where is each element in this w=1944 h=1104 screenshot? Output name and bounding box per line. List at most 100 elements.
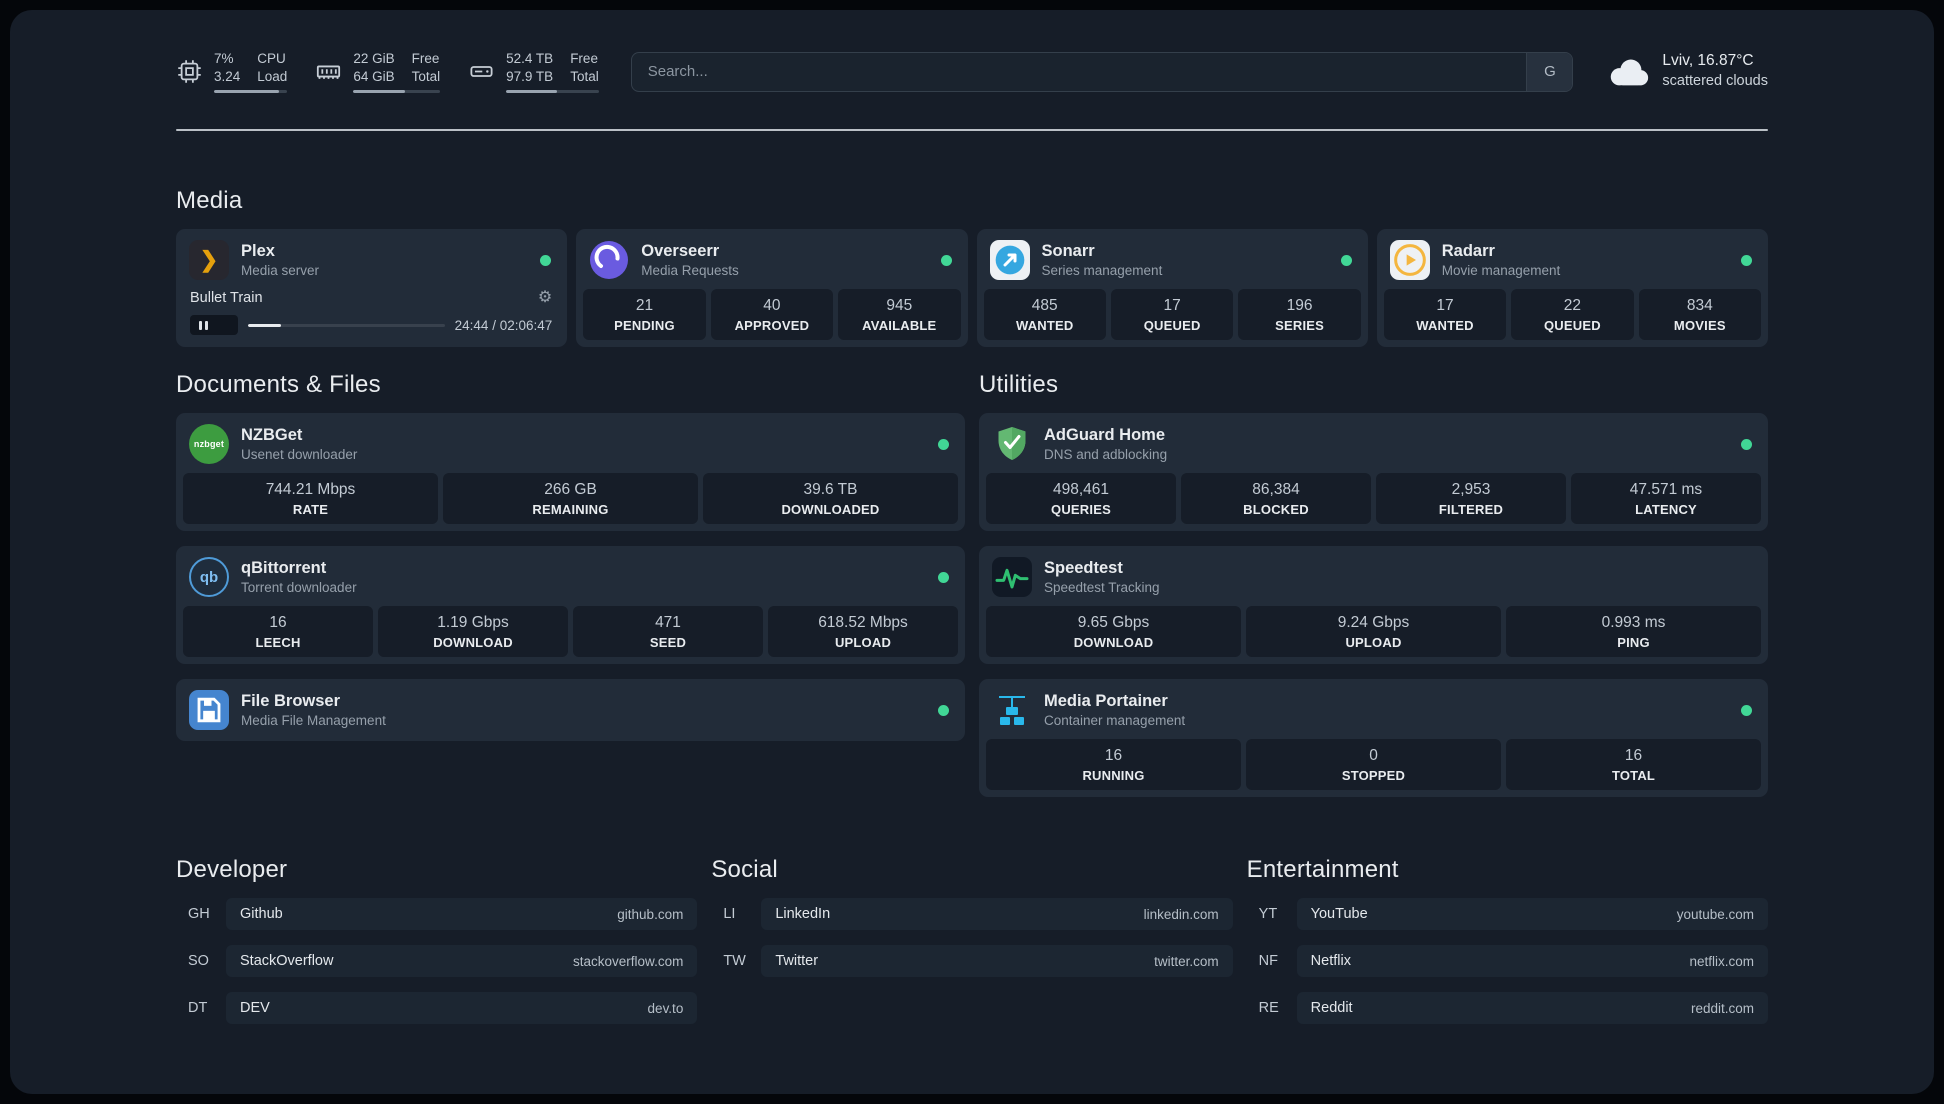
service-subtitle: Media server bbox=[241, 263, 320, 279]
service-card-sonarr: Sonarr Series management 485 WANTED 17 Q… bbox=[976, 229, 1368, 348]
qbittorrent-icon: qb bbox=[189, 557, 229, 598]
search-input[interactable] bbox=[631, 52, 1527, 91]
service-link-plex[interactable]: ❯ Plex Media server bbox=[176, 229, 567, 289]
service-link-portainer[interactable]: Media Portainer Container management bbox=[979, 679, 1768, 739]
service-subtitle: Series management bbox=[1041, 263, 1163, 279]
bookmark-abbr: RE bbox=[1258, 1000, 1279, 1017]
playback-time: 24:44 / 02:06:47 bbox=[454, 317, 553, 333]
stat-rate: 744.21 Mbps RATE bbox=[183, 473, 438, 525]
service-card-qbittorrent: qb qBittorrent Torrent downloader 16 LEE… bbox=[176, 546, 965, 665]
bookmark-abbr: GH bbox=[188, 906, 210, 923]
service-link-speedtest[interactable]: Speedtest Speedtest Tracking bbox=[979, 546, 1768, 606]
bookmark-abbr: DT bbox=[188, 1000, 208, 1017]
topbar-divider bbox=[176, 129, 1768, 132]
stat-upload: 618.52 Mbps UPLOAD bbox=[768, 606, 958, 658]
bookmark-name: LinkedIn bbox=[775, 906, 831, 923]
bookmark-url: netflix.com bbox=[1689, 953, 1754, 969]
speedtest-icon bbox=[992, 557, 1032, 598]
service-subtitle: Media Requests bbox=[641, 263, 739, 279]
plex-icon: ❯ bbox=[189, 240, 229, 281]
playback-progress-bar[interactable] bbox=[248, 323, 445, 327]
memory-free-label: Free bbox=[411, 51, 440, 66]
bookmark-twitter[interactable]: TW Twitter twitter.com bbox=[711, 945, 1233, 978]
status-dot bbox=[940, 254, 952, 266]
service-link-overseerr[interactable]: Overseerr Media Requests bbox=[576, 229, 967, 289]
service-link-sonarr[interactable]: Sonarr Series management bbox=[977, 229, 1368, 289]
stat-ping: 0.993 ms PING bbox=[1506, 606, 1761, 658]
service-name: Media Portainer bbox=[1044, 691, 1168, 710]
bookmark-name: YouTube bbox=[1310, 906, 1368, 923]
service-link-qbittorrent[interactable]: qb qBittorrent Torrent downloader bbox=[176, 546, 965, 606]
status-dot bbox=[938, 704, 949, 716]
search-provider-button[interactable]: G bbox=[1526, 52, 1573, 91]
memory-widget: 22 GiB 64 GiB Free Total bbox=[315, 50, 441, 94]
nzbget-icon: nzbget bbox=[189, 424, 229, 465]
stat-downloaded: 39.6 TB DOWNLOADED bbox=[703, 473, 958, 525]
service-link-filebrowser[interactable]: File Browser Media File Management bbox=[176, 679, 965, 741]
section-media: Media ❯ Plex Media server Bullet Train ⚙ bbox=[176, 187, 1768, 348]
bookmark-name: Twitter bbox=[775, 953, 819, 970]
disk-free-label: Free bbox=[570, 51, 598, 66]
weather-widget[interactable]: Lviv, 16.87°C scattered clouds bbox=[1605, 51, 1768, 91]
service-name: Speedtest bbox=[1044, 558, 1123, 577]
bookmark-reddit[interactable]: RE Reddit reddit.com bbox=[1247, 992, 1768, 1025]
section-documents: Documents & Files nzbget NZBGet Usenet d… bbox=[176, 371, 965, 812]
service-card-nzbget: nzbget NZBGet Usenet downloader 744.21 M… bbox=[176, 413, 965, 532]
portainer-icon bbox=[992, 690, 1032, 730]
disk-icon bbox=[468, 58, 495, 85]
stat-available: 945 AVAILABLE bbox=[838, 289, 961, 341]
stat-upload: 9.24 Gbps UPLOAD bbox=[1246, 606, 1501, 658]
disk-progress-bar bbox=[506, 90, 599, 94]
cpu-widget: 7% 3.24 CPU Load bbox=[176, 50, 288, 94]
bookmark-youtube[interactable]: YT YouTube youtube.com bbox=[1247, 898, 1768, 931]
section-title-entertainment: Entertainment bbox=[1246, 856, 1399, 884]
memory-icon bbox=[315, 58, 342, 85]
stat-download: 9.65 Gbps DOWNLOAD bbox=[986, 606, 1241, 658]
sonarr-icon bbox=[989, 240, 1030, 281]
service-name: qBittorrent bbox=[241, 558, 327, 577]
service-card-portainer: Media Portainer Container management 16 … bbox=[979, 679, 1768, 798]
service-link-radarr[interactable]: Radarr Movie management bbox=[1377, 229, 1768, 289]
memory-total-value: 64 GiB bbox=[353, 69, 395, 85]
cpu-label: CPU bbox=[257, 51, 286, 66]
disk-total-value: 97.9 TB bbox=[506, 69, 554, 85]
service-name: Overseerr bbox=[641, 241, 720, 260]
resource-widgets: 7% 3.24 CPU Load bbox=[176, 50, 599, 94]
stat-movies: 834 MOVIES bbox=[1638, 289, 1762, 341]
service-name: Radarr bbox=[1441, 241, 1495, 260]
bookmark-dev[interactable]: DT DEV dev.to bbox=[176, 992, 698, 1025]
cpu-progress-bar bbox=[214, 90, 288, 94]
service-card-filebrowser: File Browser Media File Management bbox=[176, 679, 965, 742]
service-card-plex: ❯ Plex Media server Bullet Train ⚙ bbox=[176, 229, 568, 348]
section-title-developer: Developer bbox=[176, 856, 288, 884]
bookmark-netflix[interactable]: NF Netflix netflix.com bbox=[1247, 945, 1768, 978]
bookmark-url: youtube.com bbox=[1676, 906, 1754, 922]
bookmark-github[interactable]: GH Github github.com bbox=[176, 898, 698, 931]
status-dot bbox=[1741, 704, 1752, 716]
pause-button[interactable] bbox=[190, 315, 238, 336]
stat-wanted: 485 WANTED bbox=[983, 289, 1106, 341]
memory-total-label: Total bbox=[411, 69, 441, 85]
cpu-load-label: Load bbox=[257, 69, 288, 85]
cpu-load-value: 3.24 bbox=[214, 69, 241, 85]
status-dot bbox=[1741, 254, 1752, 266]
service-subtitle: Usenet downloader bbox=[241, 447, 358, 463]
bookmark-linkedin[interactable]: LI LinkedIn linkedin.com bbox=[711, 898, 1233, 931]
stat-total: 16 TOTAL bbox=[1506, 739, 1761, 791]
service-card-overseerr: Overseerr Media Requests 21 PENDING 40 A… bbox=[576, 229, 968, 348]
bookmark-name: Github bbox=[240, 906, 283, 923]
service-subtitle: DNS and adblocking bbox=[1044, 447, 1168, 463]
service-link-nzbget[interactable]: nzbget NZBGet Usenet downloader bbox=[176, 413, 965, 473]
stat-seed: 471 SEED bbox=[573, 606, 763, 658]
bookmark-abbr: NF bbox=[1258, 953, 1278, 970]
stat-series: 196 SERIES bbox=[1238, 289, 1361, 341]
bookmark-url: github.com bbox=[617, 906, 684, 922]
disk-widget: 52.4 TB 97.9 TB Free Total bbox=[468, 50, 599, 94]
gear-icon[interactable]: ⚙ bbox=[537, 289, 553, 307]
status-dot bbox=[1340, 254, 1352, 266]
service-name: NZBGet bbox=[241, 425, 303, 444]
stat-pending: 21 PENDING bbox=[583, 289, 706, 341]
service-link-adguard[interactable]: AdGuard Home DNS and adblocking bbox=[979, 413, 1768, 473]
bookmark-url: stackoverflow.com bbox=[573, 953, 684, 969]
bookmark-stackoverflow[interactable]: SO StackOverflow stackoverflow.com bbox=[176, 945, 698, 978]
